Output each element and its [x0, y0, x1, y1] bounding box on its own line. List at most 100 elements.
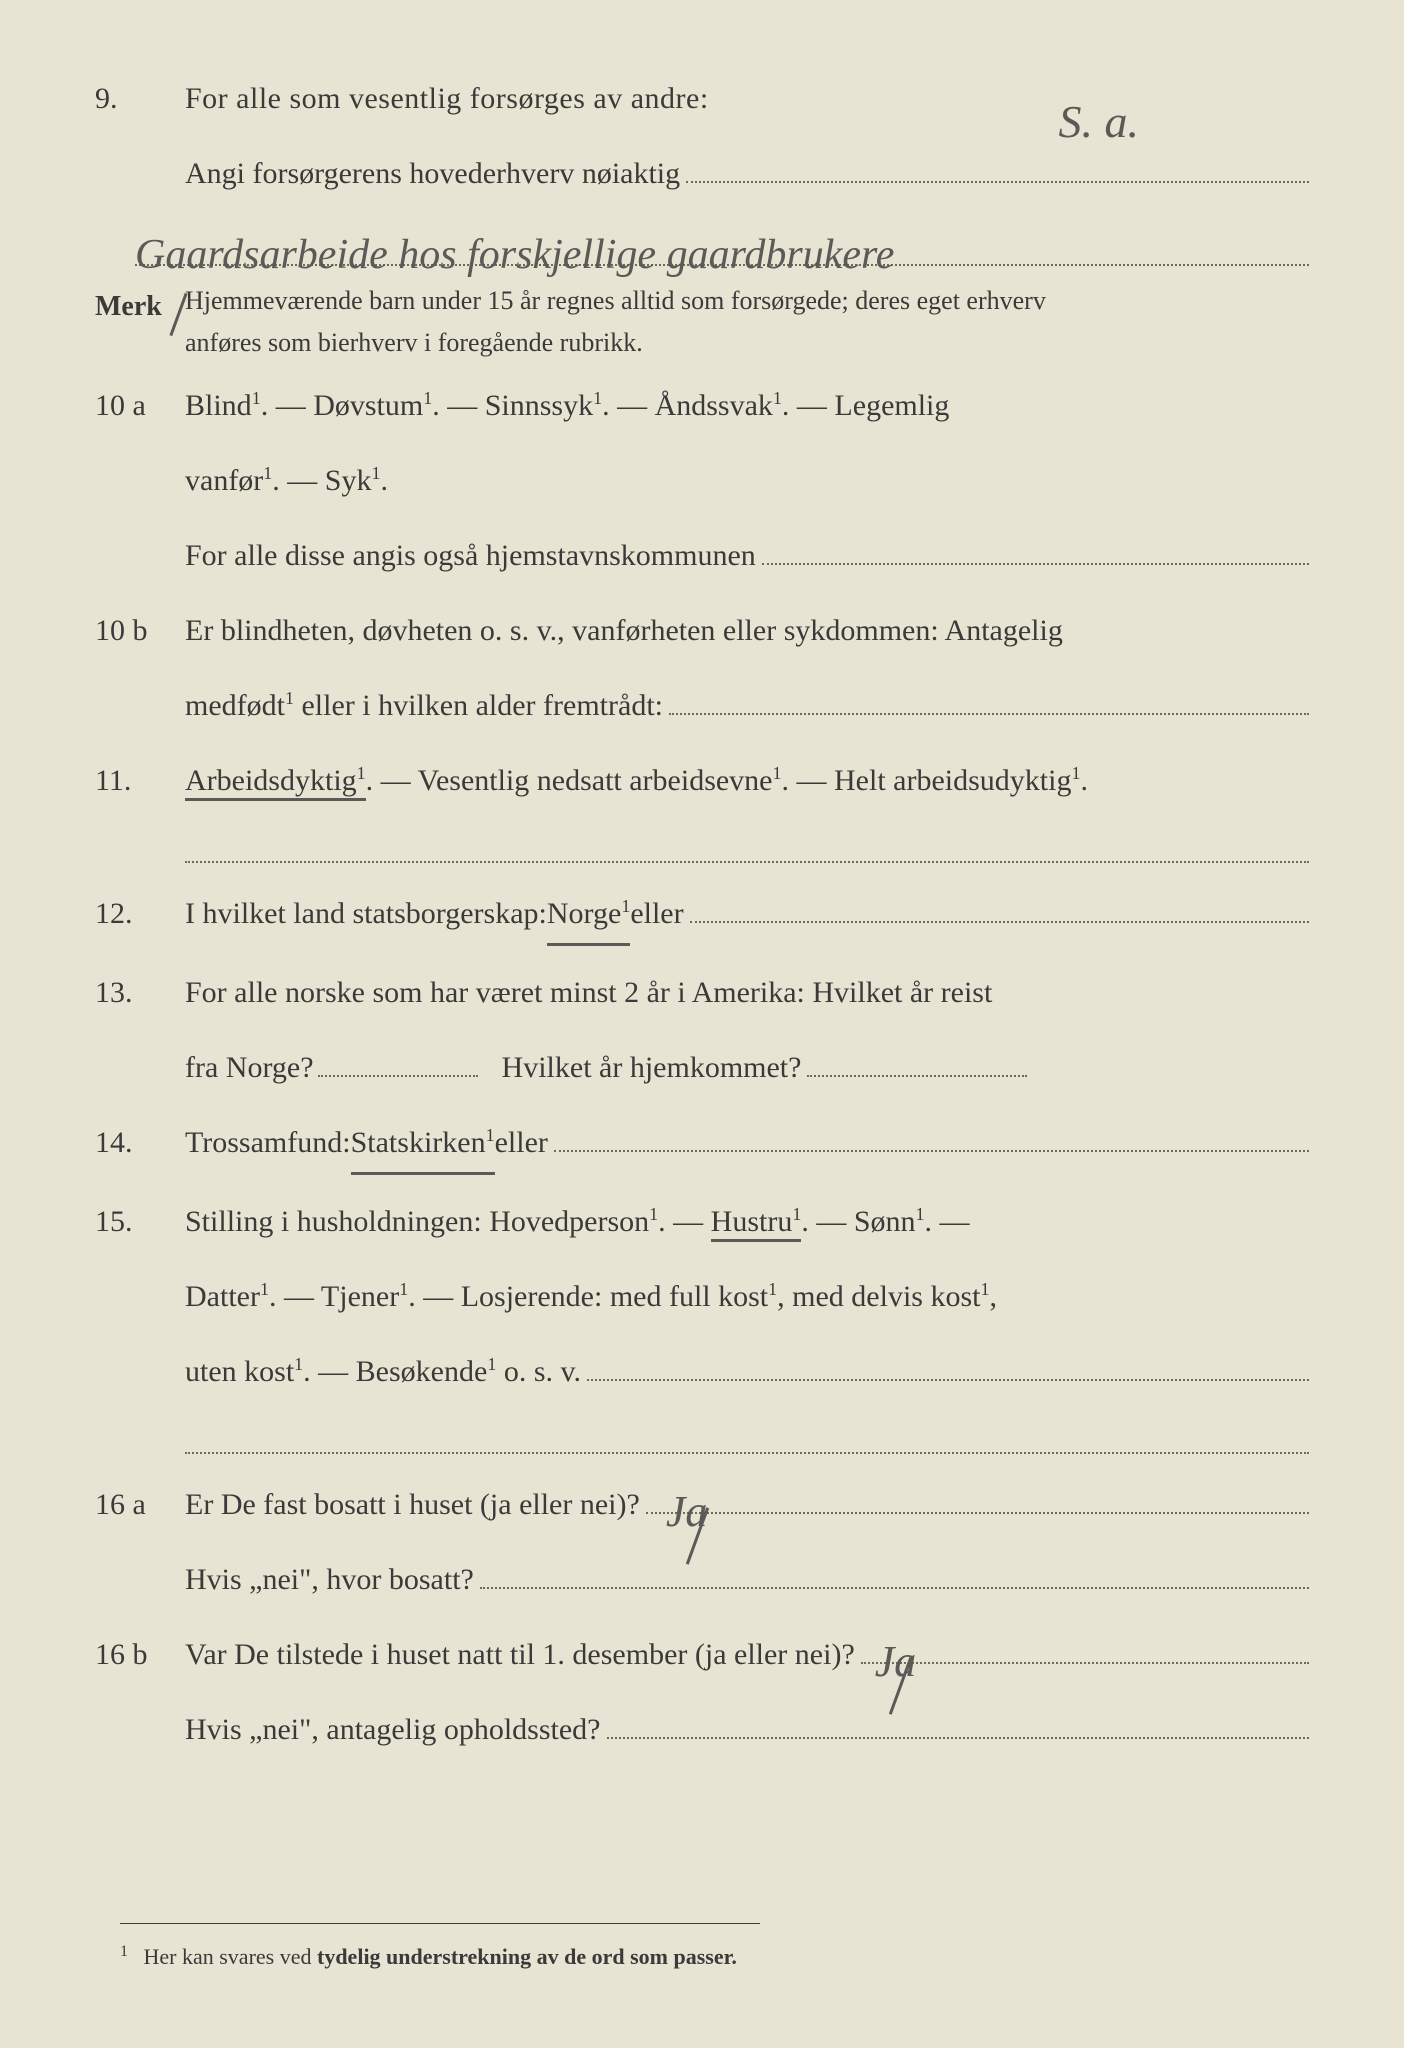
q16a-answer: Ja	[666, 1470, 708, 1554]
q16a-row1: 16 a Er De fast bosatt i huset (ja eller…	[95, 1476, 1309, 1533]
sup: 1	[649, 1204, 658, 1224]
q15-row2: Datter1. — Tjener1. — Losjerende: med fu…	[95, 1268, 1309, 1325]
q12-fill[interactable]	[690, 889, 1309, 924]
q14-fill[interactable]	[554, 1118, 1309, 1153]
q12-pre: I hvilket land statsborgerskap:	[185, 885, 547, 942]
q16b-row1: 16 b Var De tilstede i huset natt til 1.…	[95, 1626, 1309, 1683]
t: . — Sinnssyk	[432, 389, 593, 422]
q13-number: 13.	[95, 964, 185, 1021]
census-form-page: 9. For alle som vesentlig forsørges av a…	[95, 70, 1309, 1758]
q13-line2a: fra Norge?	[185, 1039, 314, 1096]
t: . — Døvstum	[261, 389, 424, 422]
t: . — Tjener	[269, 1280, 399, 1313]
merk-text-2: anføres som bierhverv i foregående rubri…	[185, 322, 1046, 364]
q9-line1-fill[interactable]	[686, 149, 1309, 184]
footnote-bold: tydelig understrekning av de ord som pas…	[317, 1944, 737, 1969]
q9-heading: For alle som vesentlig forsørges av andr…	[185, 70, 709, 127]
opt-blind[interactable]: Blind	[185, 389, 252, 422]
q9-handwritten-answer: Gaardsarbeide hos forskjellige gaardbruk…	[135, 232, 894, 278]
t: vanfør	[185, 464, 263, 497]
q13-fill1[interactable]	[318, 1041, 478, 1077]
q15-blank-line[interactable]	[185, 1418, 1309, 1454]
sup: 1	[285, 688, 294, 708]
sup: 1	[773, 388, 782, 408]
q16b-fill1[interactable]: Ja	[861, 1630, 1309, 1665]
q11-row: 11. Arbeidsdyktig1. — Vesentlig nedsatt …	[95, 752, 1309, 809]
q15-line1: Stilling i husholdningen: Hovedperson1 . …	[185, 1193, 970, 1250]
q10b-text2: medfødt1 eller i hvilken alder fremtrådt…	[185, 677, 663, 734]
sup: 1	[768, 1279, 777, 1299]
sup: 1	[252, 388, 261, 408]
t: medfødt	[185, 689, 285, 722]
opt-norge[interactable]: Norge1	[547, 885, 630, 946]
q15-fill[interactable]	[587, 1347, 1309, 1382]
sup: 1	[260, 1279, 269, 1299]
q10b-fill[interactable]	[669, 681, 1309, 716]
t: Norge	[547, 897, 621, 930]
footnote-num: 1	[120, 1943, 128, 1960]
q11-number: 11.	[95, 752, 185, 809]
q16a-fill1[interactable]: Ja	[646, 1480, 1309, 1515]
q9-handwritten-line-row[interactable]: Gaardsarbeide hos forskjellige gaardbruk…	[135, 220, 1309, 266]
sup: 1	[773, 763, 782, 783]
q12-row: 12. I hvilket land statsborgerskap: Norg…	[95, 885, 1309, 946]
sup: 1	[621, 896, 630, 916]
q14-number: 14.	[95, 1114, 185, 1171]
sup: 1	[357, 763, 366, 783]
q16b-q2: Hvis „nei", antagelig opholdssted?	[185, 1701, 601, 1758]
merk-text-block: Hjemmeværende barn under 15 år regnes al…	[185, 280, 1046, 363]
q16b-q1: Var De tilstede i huset natt til 1. dese…	[185, 1626, 855, 1683]
footnote-pre: Her kan svares ved	[144, 1944, 318, 1969]
q15-number: 15.	[95, 1193, 185, 1250]
t: . — Sønn	[801, 1205, 915, 1238]
q16a-fill2[interactable]	[480, 1555, 1309, 1590]
q15-line2: Datter1. — Tjener1. — Losjerende: med fu…	[185, 1268, 997, 1325]
t: . — Losjerende: med full kost	[408, 1280, 768, 1313]
q10a-number: 10 a	[95, 377, 185, 434]
q10a-text2: vanfør1. — Syk1.	[185, 452, 388, 509]
q15-line3: uten kost1. — Besøkende1 o. s. v.	[185, 1343, 581, 1400]
t: . — Åndssvak	[602, 389, 773, 422]
q16a-q2: Hvis „nei", hvor bosatt?	[185, 1551, 474, 1608]
q16a-row2: Hvis „nei", hvor bosatt?	[95, 1551, 1309, 1608]
q13-fill2[interactable]	[807, 1043, 1027, 1078]
q16b-fill2[interactable]	[607, 1705, 1310, 1740]
q9-number: 9.	[95, 70, 185, 127]
q12-post: eller	[630, 885, 683, 942]
q10a-row2: vanfør1. — Syk1.	[95, 452, 1309, 509]
q9-line1-row: Angi forsørgerens hovederhverv nøiaktig	[95, 145, 1309, 202]
q10a-row1: 10 a Blind1. — Døvstum1. — Sinnssyk1. — …	[95, 377, 1309, 434]
t: Hustru	[711, 1205, 793, 1238]
q13-line2b: Hvilket år hjemkommet?	[502, 1039, 802, 1096]
opt-arbeidsdyktig[interactable]: Arbeidsdyktig1	[185, 764, 366, 801]
t: Arbeidsdyktig	[185, 764, 357, 797]
t: Stilling i husholdningen: Hovedperson	[185, 1205, 649, 1238]
q16b-row2: Hvis „nei", antagelig opholdssted?	[95, 1701, 1309, 1758]
t: . — Besøkende	[303, 1355, 487, 1388]
q10b-text1: Er blindheten, døvheten o. s. v., vanfør…	[185, 602, 1063, 659]
t: .	[380, 464, 388, 497]
sup: 1	[294, 1354, 303, 1374]
q10b-row1: 10 b Er blindheten, døvheten o. s. v., v…	[95, 602, 1309, 659]
q9-merk-row: Merk Hjemmeværende barn under 15 år regn…	[95, 280, 1309, 363]
q13-line1: For alle norske som har været minst 2 år…	[185, 964, 992, 1021]
t: Statskirken	[351, 1126, 486, 1159]
t: , med delvis kost	[777, 1280, 980, 1313]
opt-statskirken[interactable]: Statskirken1	[351, 1114, 495, 1175]
t: o. s. v.	[496, 1355, 581, 1388]
t: ,	[989, 1280, 997, 1313]
q10b-row2: medfødt1 eller i hvilken alder fremtrådt…	[95, 677, 1309, 734]
t: uten kost	[185, 1355, 294, 1388]
t: . — Legemlig	[782, 389, 949, 422]
q14-row: 14. Trossamfund: Statskirken1 eller	[95, 1114, 1309, 1175]
q12-number: 12.	[95, 885, 185, 942]
footnote: 1 Her kan svares ved tydelig understrekn…	[120, 1923, 760, 1978]
q10a-fill[interactable]	[762, 531, 1309, 566]
q15-row3: uten kost1. — Besøkende1 o. s. v.	[95, 1343, 1309, 1400]
q9-line1-label: Angi forsørgerens hovederhverv nøiaktig	[185, 145, 680, 202]
t: . — Helt arbeidsudyktig	[782, 764, 1072, 797]
opt-hustru[interactable]: Hustru1	[711, 1205, 802, 1242]
t: . — Syk	[272, 464, 371, 497]
q11-blank-line[interactable]	[185, 827, 1309, 863]
q15-row1: 15. Stilling i husholdningen: Hovedperso…	[95, 1193, 1309, 1250]
